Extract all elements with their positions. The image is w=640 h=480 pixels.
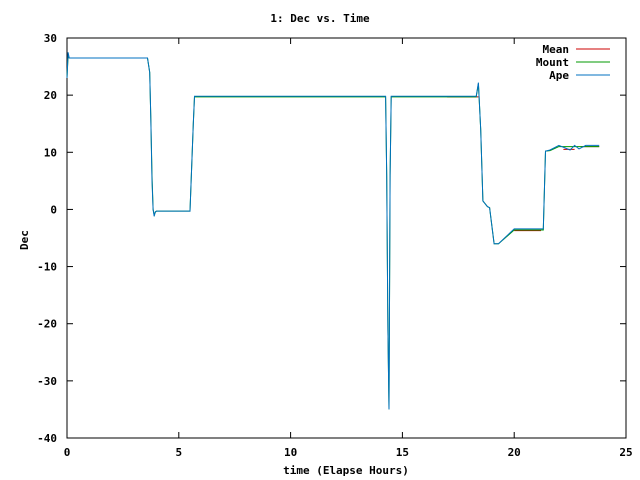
axis-ticks: 0 5 10 15 20 25 -40 -30 -20 -10 0 10 20 30 [37,32,633,459]
x-tick-label: 10 [284,446,297,459]
x-tick-label: 20 [508,446,521,459]
y-tick-label: -20 [37,318,57,331]
series-lines [66,52,600,410]
y-tick-label: 0 [50,203,57,216]
x-tick-label: 5 [175,446,182,459]
legend-label-mount: Mount [536,56,569,69]
y-tick-label: 30 [44,32,57,45]
y-tick-label: -10 [37,261,57,274]
chart-title: 1: Dec vs. Time [270,12,370,25]
x-tick-label: 25 [619,446,632,459]
y-axis-label: Dec [18,230,31,250]
x-axis-label: time (Elapse Hours) [283,464,409,477]
plot-frame [66,37,627,439]
series-mount-line [66,54,600,410]
series-ape-line [66,52,600,410]
legend-label-ape: Ape [549,69,569,82]
series-mean-line [69,57,600,232]
x-tick-label: 15 [396,446,409,459]
y-tick-label: 20 [44,89,57,102]
legend-label-mean: Mean [543,43,570,56]
y-tick-label: -30 [37,375,57,388]
y-tick-label: -40 [37,432,57,445]
y-tick-label: 10 [44,146,57,159]
x-tick-label: 0 [64,446,71,459]
